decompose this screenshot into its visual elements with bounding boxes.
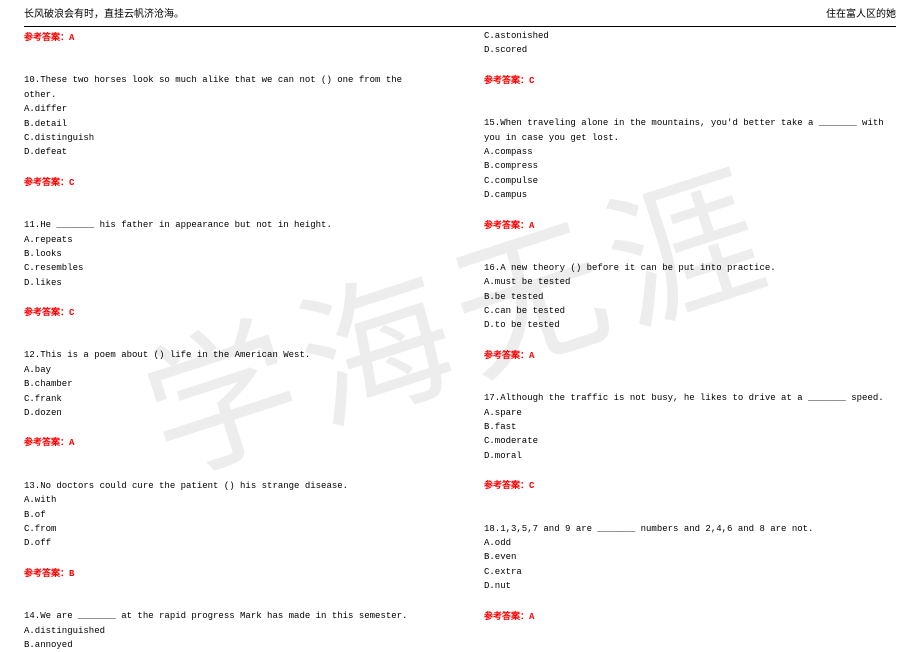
question-14-cont: C.astonished D.scored: [484, 29, 896, 58]
question-stem: 12.This is a poem about () life in the A…: [24, 348, 436, 362]
answer-label: 参考答案：: [484, 221, 529, 231]
answer-q11: 参考答案：C: [24, 306, 436, 320]
question-stem: 16.A new theory () before it can be put …: [484, 261, 896, 275]
answer-value: A: [529, 612, 534, 622]
option-d: D.campus: [484, 188, 896, 202]
question-stem: 17.Although the traffic is not busy, he …: [484, 391, 896, 405]
answer-q13: 参考答案：B: [24, 567, 436, 581]
option-d: D.dozen: [24, 406, 436, 420]
answer-q10: 参考答案：C: [24, 176, 436, 190]
option-c: C.resembles: [24, 261, 436, 275]
option-a: A.spare: [484, 406, 896, 420]
option-d: D.moral: [484, 449, 896, 463]
right-column: C.astonished D.scored 参考答案：C 15.When tra…: [484, 29, 896, 652]
option-b: B.of: [24, 508, 436, 522]
answer-label: 参考答案：: [484, 76, 529, 86]
question-13: 13.No doctors could cure the patient () …: [24, 479, 436, 551]
left-column: 参考答案：A 10.These two horses look so much …: [24, 29, 436, 652]
option-d: D.to be tested: [484, 318, 896, 332]
question-stem: 18.1,3,5,7 and 9 are _______ numbers and…: [484, 522, 896, 536]
question-12: 12.This is a poem about () life in the A…: [24, 348, 436, 420]
answer-q16: 参考答案：A: [484, 349, 896, 363]
option-d: D.nut: [484, 579, 896, 593]
option-c: C.compulse: [484, 174, 896, 188]
option-c: C.can be tested: [484, 304, 896, 318]
option-a: A.distinguished: [24, 624, 436, 638]
option-c: C.distinguish: [24, 131, 436, 145]
answer-q12: 参考答案：A: [24, 436, 436, 450]
option-c: C.astonished: [484, 29, 896, 43]
option-b: B.annoyed: [24, 638, 436, 652]
question-16: 16.A new theory () before it can be put …: [484, 261, 896, 333]
answer-label: 参考答案：: [24, 569, 69, 579]
page-header: 长风破浪会有时，直挂云帆济沧海。 住在富人区的她: [24, 8, 896, 27]
question-stem: 15.When traveling alone in the mountains…: [484, 116, 896, 145]
answer-label: 参考答案：: [484, 351, 529, 361]
option-b: B.looks: [24, 247, 436, 261]
answer-label: 参考答案：: [24, 438, 69, 448]
answer-label: 参考答案：: [484, 612, 529, 622]
header-right: 住在富人区的她: [826, 8, 896, 24]
question-stem: 11.He _______ his father in appearance b…: [24, 218, 436, 232]
option-d: D.off: [24, 536, 436, 550]
question-stem: 10.These two horses look so much alike t…: [24, 73, 436, 102]
option-b: B.compress: [484, 159, 896, 173]
question-15: 15.When traveling alone in the mountains…: [484, 116, 896, 202]
option-a: A.repeats: [24, 233, 436, 247]
answer-label: 参考答案：: [24, 178, 69, 188]
answer-value: A: [69, 438, 74, 448]
question-10: 10.These two horses look so much alike t…: [24, 73, 436, 159]
answer-q14: 参考答案：C: [484, 74, 896, 88]
option-a: A.bay: [24, 363, 436, 377]
answer-q15: 参考答案：A: [484, 219, 896, 233]
header-left: 长风破浪会有时，直挂云帆济沧海。: [24, 8, 184, 24]
option-d: D.defeat: [24, 145, 436, 159]
answer-q17: 参考答案：C: [484, 479, 896, 493]
option-c: C.extra: [484, 565, 896, 579]
answer-label: 参考答案：: [484, 481, 529, 491]
option-b: B.even: [484, 550, 896, 564]
option-a: A.with: [24, 493, 436, 507]
option-c: C.moderate: [484, 434, 896, 448]
answer-value: C: [529, 76, 534, 86]
option-c: C.from: [24, 522, 436, 536]
answer-label: 参考答案：: [24, 33, 69, 43]
answer-value: C: [69, 178, 74, 188]
question-14: 14.We are _______ at the rapid progress …: [24, 609, 436, 652]
option-d: D.scored: [484, 43, 896, 57]
answer-q18: 参考答案：A: [484, 610, 896, 624]
option-a: A.compass: [484, 145, 896, 159]
answer-value: A: [529, 351, 534, 361]
option-b: B.be tested: [484, 290, 896, 304]
question-11: 11.He _______ his father in appearance b…: [24, 218, 436, 290]
answer-q9: 参考答案：A: [24, 31, 436, 45]
answer-label: 参考答案：: [24, 308, 69, 318]
answer-value: C: [69, 308, 74, 318]
question-17: 17.Although the traffic is not busy, he …: [484, 391, 896, 463]
answer-value: A: [529, 221, 534, 231]
option-b: B.fast: [484, 420, 896, 434]
question-stem: 13.No doctors could cure the patient () …: [24, 479, 436, 493]
option-c: C.frank: [24, 392, 436, 406]
question-18: 18.1,3,5,7 and 9 are _______ numbers and…: [484, 522, 896, 594]
option-a: A.must be tested: [484, 275, 896, 289]
option-b: B.chamber: [24, 377, 436, 391]
option-a: A.odd: [484, 536, 896, 550]
option-d: D.likes: [24, 276, 436, 290]
answer-value: C: [529, 481, 534, 491]
answer-value: A: [69, 33, 74, 43]
option-a: A.differ: [24, 102, 436, 116]
option-b: B.detail: [24, 117, 436, 131]
question-stem: 14.We are _______ at the rapid progress …: [24, 609, 436, 623]
answer-value: B: [69, 569, 74, 579]
